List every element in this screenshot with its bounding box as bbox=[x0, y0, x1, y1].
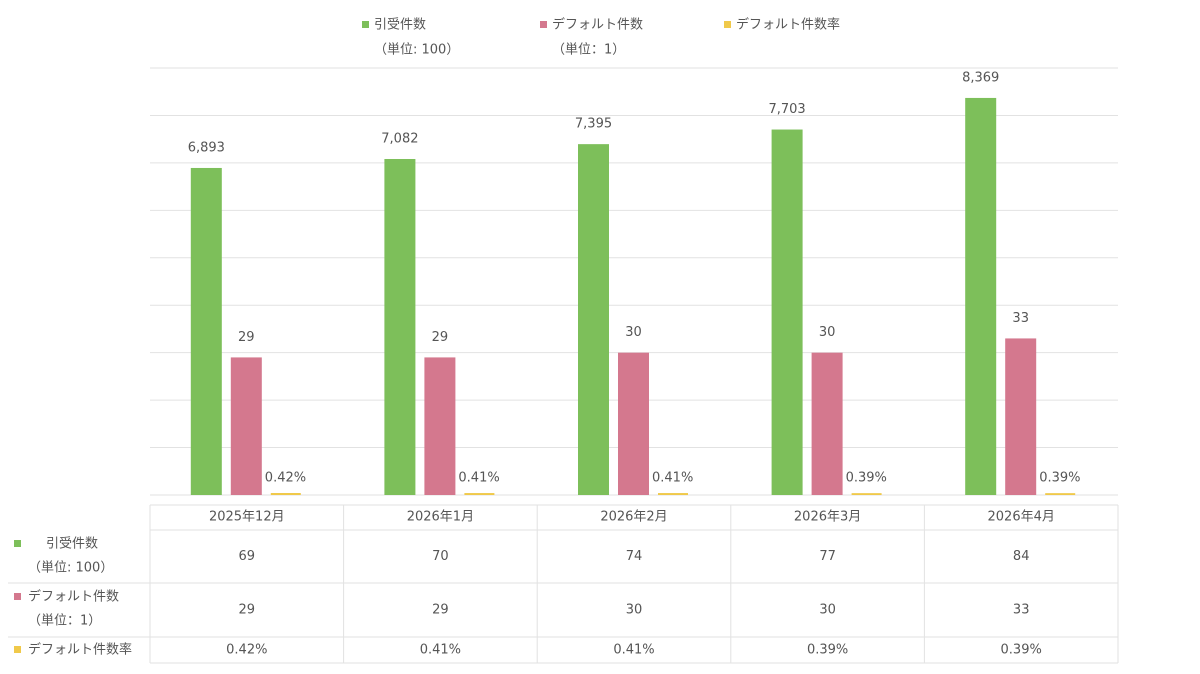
table-cell: 74 bbox=[626, 549, 643, 564]
bar bbox=[771, 129, 803, 495]
table-cell: 30 bbox=[626, 603, 643, 618]
data-label: 0.42% bbox=[265, 471, 306, 486]
table-cell: 0.42% bbox=[226, 643, 267, 658]
bar bbox=[578, 144, 609, 496]
legend-swatch bbox=[14, 540, 21, 547]
row-unit: （単位：1） bbox=[28, 613, 101, 629]
table-cell: 33 bbox=[1013, 603, 1030, 618]
bar bbox=[424, 357, 456, 495]
x-tick-label: 2026年2月 bbox=[600, 510, 667, 525]
data-label: 6,893 bbox=[188, 140, 225, 155]
data-label: 7,703 bbox=[768, 102, 805, 117]
legend-swatch bbox=[362, 21, 369, 28]
data-label: 7,082 bbox=[381, 131, 418, 146]
legend-unit: （単位：1） bbox=[552, 42, 625, 58]
row-label: 引受件数 bbox=[46, 537, 98, 552]
table-cell: 0.39% bbox=[807, 643, 848, 658]
table-cell: 0.41% bbox=[420, 643, 461, 658]
bar bbox=[384, 158, 416, 495]
legend-swatch bbox=[14, 646, 21, 653]
data-label: 33 bbox=[1012, 311, 1029, 326]
table-cell: 69 bbox=[239, 549, 256, 564]
table-cell: 29 bbox=[239, 603, 256, 618]
table-cell: 70 bbox=[432, 549, 449, 564]
bar bbox=[811, 352, 843, 495]
data-label: 29 bbox=[432, 330, 449, 345]
data-label: 0.41% bbox=[652, 471, 693, 486]
table-cell: 77 bbox=[819, 549, 836, 564]
bar bbox=[230, 357, 262, 495]
table-cell: 30 bbox=[819, 603, 836, 618]
data-label: 0.39% bbox=[1039, 471, 1080, 486]
legend-label: デフォルト件数 bbox=[552, 17, 643, 33]
bar bbox=[1005, 338, 1037, 495]
row-unit: （単位: 100） bbox=[28, 560, 113, 576]
data-label: 30 bbox=[819, 325, 836, 340]
x-tick-label: 2026年3月 bbox=[794, 510, 861, 525]
x-tick-label: 2026年4月 bbox=[988, 510, 1055, 525]
bar bbox=[851, 493, 882, 495]
bar bbox=[965, 97, 997, 496]
row-label: デフォルト件数 bbox=[28, 589, 119, 605]
data-label: 0.39% bbox=[846, 471, 887, 486]
legend-swatch bbox=[14, 593, 21, 600]
bar bbox=[1045, 493, 1076, 495]
data-label: 29 bbox=[238, 330, 255, 345]
bar bbox=[464, 493, 495, 495]
bar bbox=[270, 493, 301, 495]
data-label: 30 bbox=[625, 325, 642, 340]
table-cell: 84 bbox=[1013, 549, 1030, 564]
legend-label: デフォルト件数率 bbox=[736, 17, 840, 33]
bar bbox=[618, 352, 649, 495]
table-cell: 0.39% bbox=[1001, 643, 1042, 658]
legend-label: 引受件数 bbox=[374, 18, 426, 33]
row-label: デフォルト件数率 bbox=[28, 642, 132, 658]
bar bbox=[658, 493, 688, 495]
data-label: 7,395 bbox=[575, 117, 612, 132]
legend-unit: （単位: 100） bbox=[374, 42, 459, 58]
data-label: 8,369 bbox=[962, 70, 999, 85]
legend-swatch bbox=[540, 21, 547, 28]
table-cell: 0.41% bbox=[613, 643, 654, 658]
bar bbox=[190, 167, 222, 495]
legend-swatch bbox=[724, 21, 731, 28]
x-tick-label: 2026年1月 bbox=[407, 510, 474, 525]
table-cell: 29 bbox=[432, 603, 449, 618]
x-tick-label: 2025年12月 bbox=[209, 510, 285, 525]
data-label: 0.41% bbox=[458, 471, 499, 486]
